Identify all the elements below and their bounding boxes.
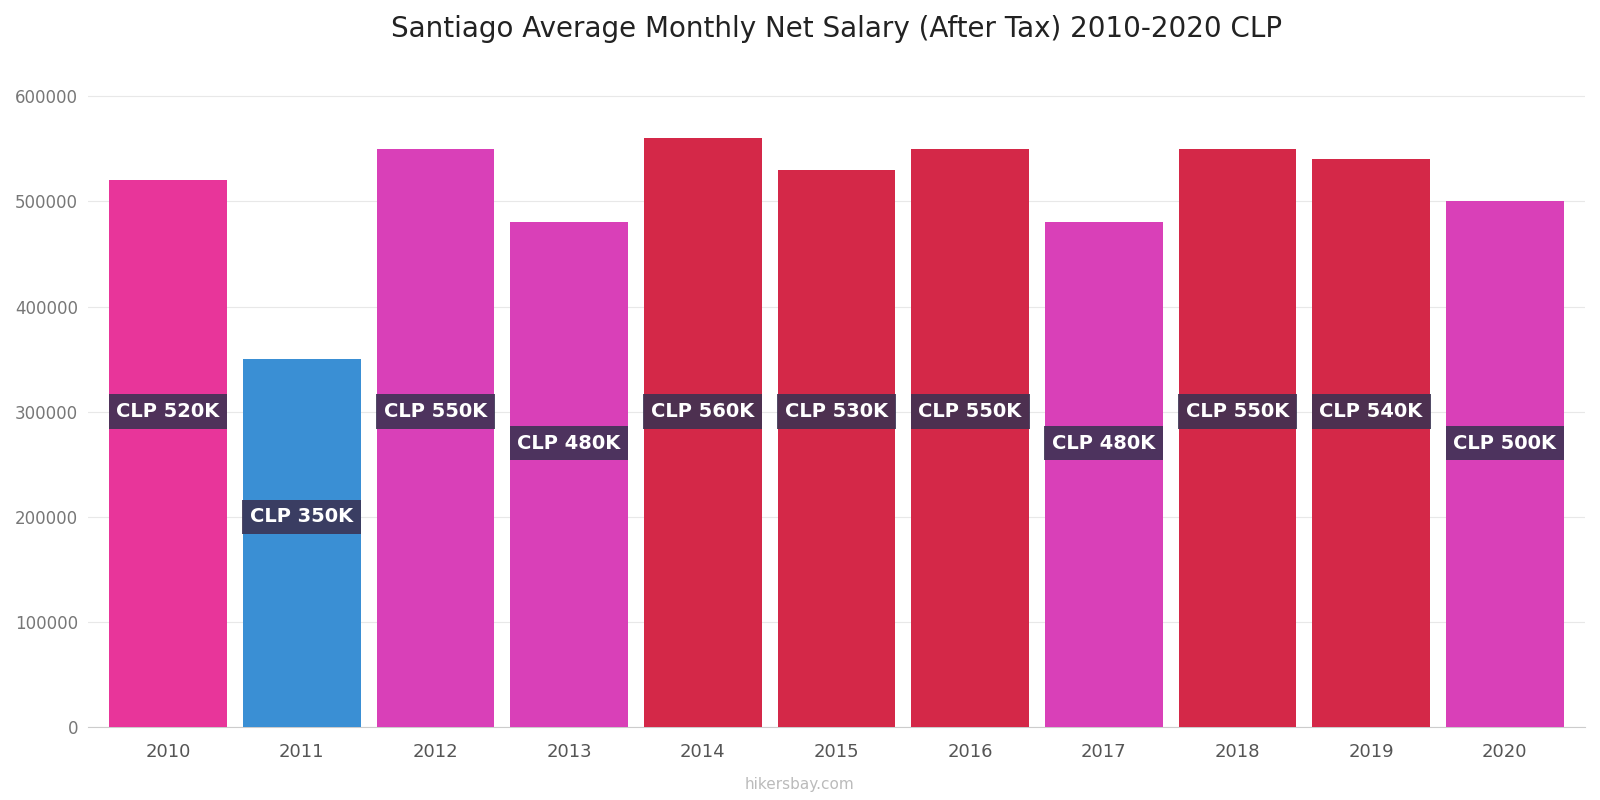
Text: CLP 540K: CLP 540K (1320, 402, 1422, 421)
Text: CLP 550K: CLP 550K (918, 402, 1022, 421)
Bar (243, 359, 360, 727)
Text: hikersbay.com: hikersbay.com (746, 777, 854, 792)
Text: CLP 480K: CLP 480K (1053, 434, 1155, 453)
Text: CLP 560K: CLP 560K (651, 402, 754, 421)
Title: Santiago Average Monthly Net Salary (After Tax) 2010-2020 CLP: Santiago Average Monthly Net Salary (Aft… (390, 15, 1282, 43)
Text: CLP 550K: CLP 550K (384, 402, 486, 421)
Text: CLP 550K: CLP 550K (1186, 402, 1290, 421)
Bar (1446, 202, 1563, 727)
Bar (1312, 159, 1430, 727)
Bar (510, 222, 627, 727)
Bar (1045, 222, 1163, 727)
Text: CLP 530K: CLP 530K (786, 402, 888, 421)
Bar (643, 138, 762, 727)
Bar (778, 170, 896, 727)
Text: CLP 350K: CLP 350K (250, 507, 354, 526)
Bar (912, 149, 1029, 727)
Bar (376, 149, 494, 727)
Bar (1179, 149, 1296, 727)
Text: CLP 480K: CLP 480K (517, 434, 621, 453)
Text: CLP 520K: CLP 520K (117, 402, 219, 421)
Text: CLP 500K: CLP 500K (1453, 434, 1557, 453)
Bar (109, 181, 227, 727)
